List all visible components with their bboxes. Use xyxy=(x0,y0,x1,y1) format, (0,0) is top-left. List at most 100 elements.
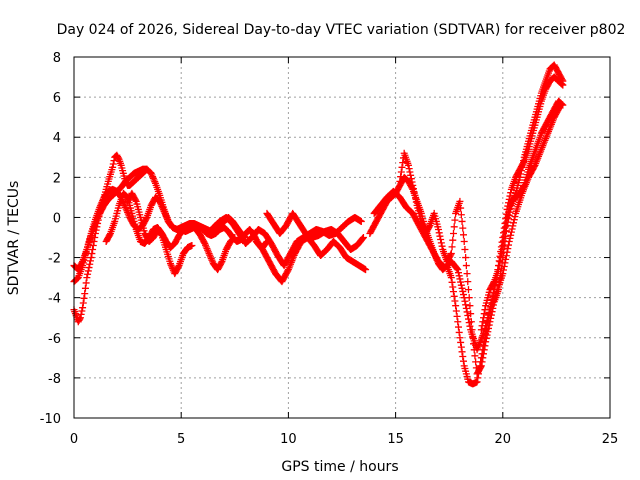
x-tick-label: 10 xyxy=(280,432,297,447)
data-point xyxy=(501,227,509,235)
data-point xyxy=(461,297,469,305)
data-point xyxy=(459,357,467,365)
data-point xyxy=(477,326,485,334)
data-point xyxy=(149,174,157,182)
data-point xyxy=(462,304,470,312)
data-point xyxy=(448,278,456,286)
data-point xyxy=(454,269,462,277)
data-point xyxy=(76,314,84,322)
data-point xyxy=(161,211,169,219)
data-point xyxy=(506,192,514,200)
data-point xyxy=(453,312,461,320)
data-point xyxy=(204,246,212,254)
data-point xyxy=(458,348,466,356)
data-point xyxy=(495,286,503,294)
data-point xyxy=(454,266,462,274)
data-point xyxy=(412,198,420,206)
data-point xyxy=(519,160,527,168)
data-point xyxy=(207,255,215,263)
data-point xyxy=(557,100,565,108)
data-point xyxy=(151,178,159,186)
data-point xyxy=(449,229,457,237)
data-point xyxy=(148,171,156,179)
data-point xyxy=(161,209,169,217)
data-point xyxy=(467,310,475,318)
data-point xyxy=(480,350,488,358)
data-point xyxy=(88,250,96,258)
data-point xyxy=(405,165,413,173)
data-point xyxy=(409,181,417,189)
data-point xyxy=(437,239,445,247)
series-satellite-track-4 xyxy=(102,189,239,274)
data-point xyxy=(458,284,466,292)
plot-frame xyxy=(73,56,611,419)
y-tick-label: -6 xyxy=(48,332,61,347)
data-point xyxy=(517,170,525,178)
x-axis-label: GPS time / hours xyxy=(281,459,398,475)
data-point xyxy=(471,352,479,360)
data-point xyxy=(496,275,504,283)
data-point xyxy=(504,245,512,253)
data-point xyxy=(106,231,114,239)
data-point xyxy=(188,242,196,250)
data-point xyxy=(455,272,463,280)
data-point xyxy=(407,175,415,183)
data-point xyxy=(479,354,487,362)
data-point xyxy=(470,346,478,354)
data-point xyxy=(481,342,489,350)
data-point xyxy=(460,238,468,246)
data-point xyxy=(478,358,486,366)
data-point xyxy=(462,301,470,309)
data-point xyxy=(495,262,503,270)
data-point xyxy=(464,286,472,294)
data-point xyxy=(231,234,239,241)
data-point xyxy=(79,304,87,312)
data-point xyxy=(485,321,493,329)
series-satellite-track-11 xyxy=(396,61,567,378)
data-point xyxy=(518,163,526,171)
data-point xyxy=(511,213,519,221)
data-point xyxy=(438,242,446,250)
data-point xyxy=(157,230,165,238)
data-point xyxy=(516,173,524,181)
y-tick-label: 0 xyxy=(53,211,61,226)
data-point xyxy=(77,310,85,318)
data-point xyxy=(205,250,213,258)
data-point xyxy=(502,227,510,235)
data-point xyxy=(397,173,405,181)
data-point xyxy=(456,275,464,283)
data-point xyxy=(472,358,480,366)
data-point xyxy=(498,246,506,254)
x-tick-labels: 0 5 10 15 20 25 xyxy=(70,432,618,447)
data-point xyxy=(435,229,443,237)
data-point xyxy=(399,159,407,167)
data-point xyxy=(202,243,210,251)
data-point xyxy=(466,322,474,330)
data-point xyxy=(85,264,93,272)
data-point xyxy=(480,314,488,322)
data-point xyxy=(485,324,493,332)
data-point xyxy=(457,343,465,351)
data-point xyxy=(81,284,89,292)
data-point xyxy=(457,338,465,346)
y-tick-label: 8 xyxy=(53,51,61,66)
data-point xyxy=(480,346,488,354)
data-point xyxy=(201,241,209,249)
data-point xyxy=(96,202,104,210)
data-point xyxy=(510,216,518,224)
data-point xyxy=(404,161,412,169)
data-point xyxy=(479,318,487,326)
data-point xyxy=(76,315,84,323)
data-point xyxy=(487,314,495,322)
data-point xyxy=(425,223,433,231)
data-point xyxy=(147,169,155,177)
data-point xyxy=(122,205,130,213)
data-point xyxy=(206,251,214,259)
data-point xyxy=(469,334,477,342)
data-point xyxy=(503,221,511,229)
data-point xyxy=(86,260,94,268)
data-point xyxy=(490,301,498,309)
data-point xyxy=(201,240,209,248)
data-point xyxy=(452,307,460,315)
